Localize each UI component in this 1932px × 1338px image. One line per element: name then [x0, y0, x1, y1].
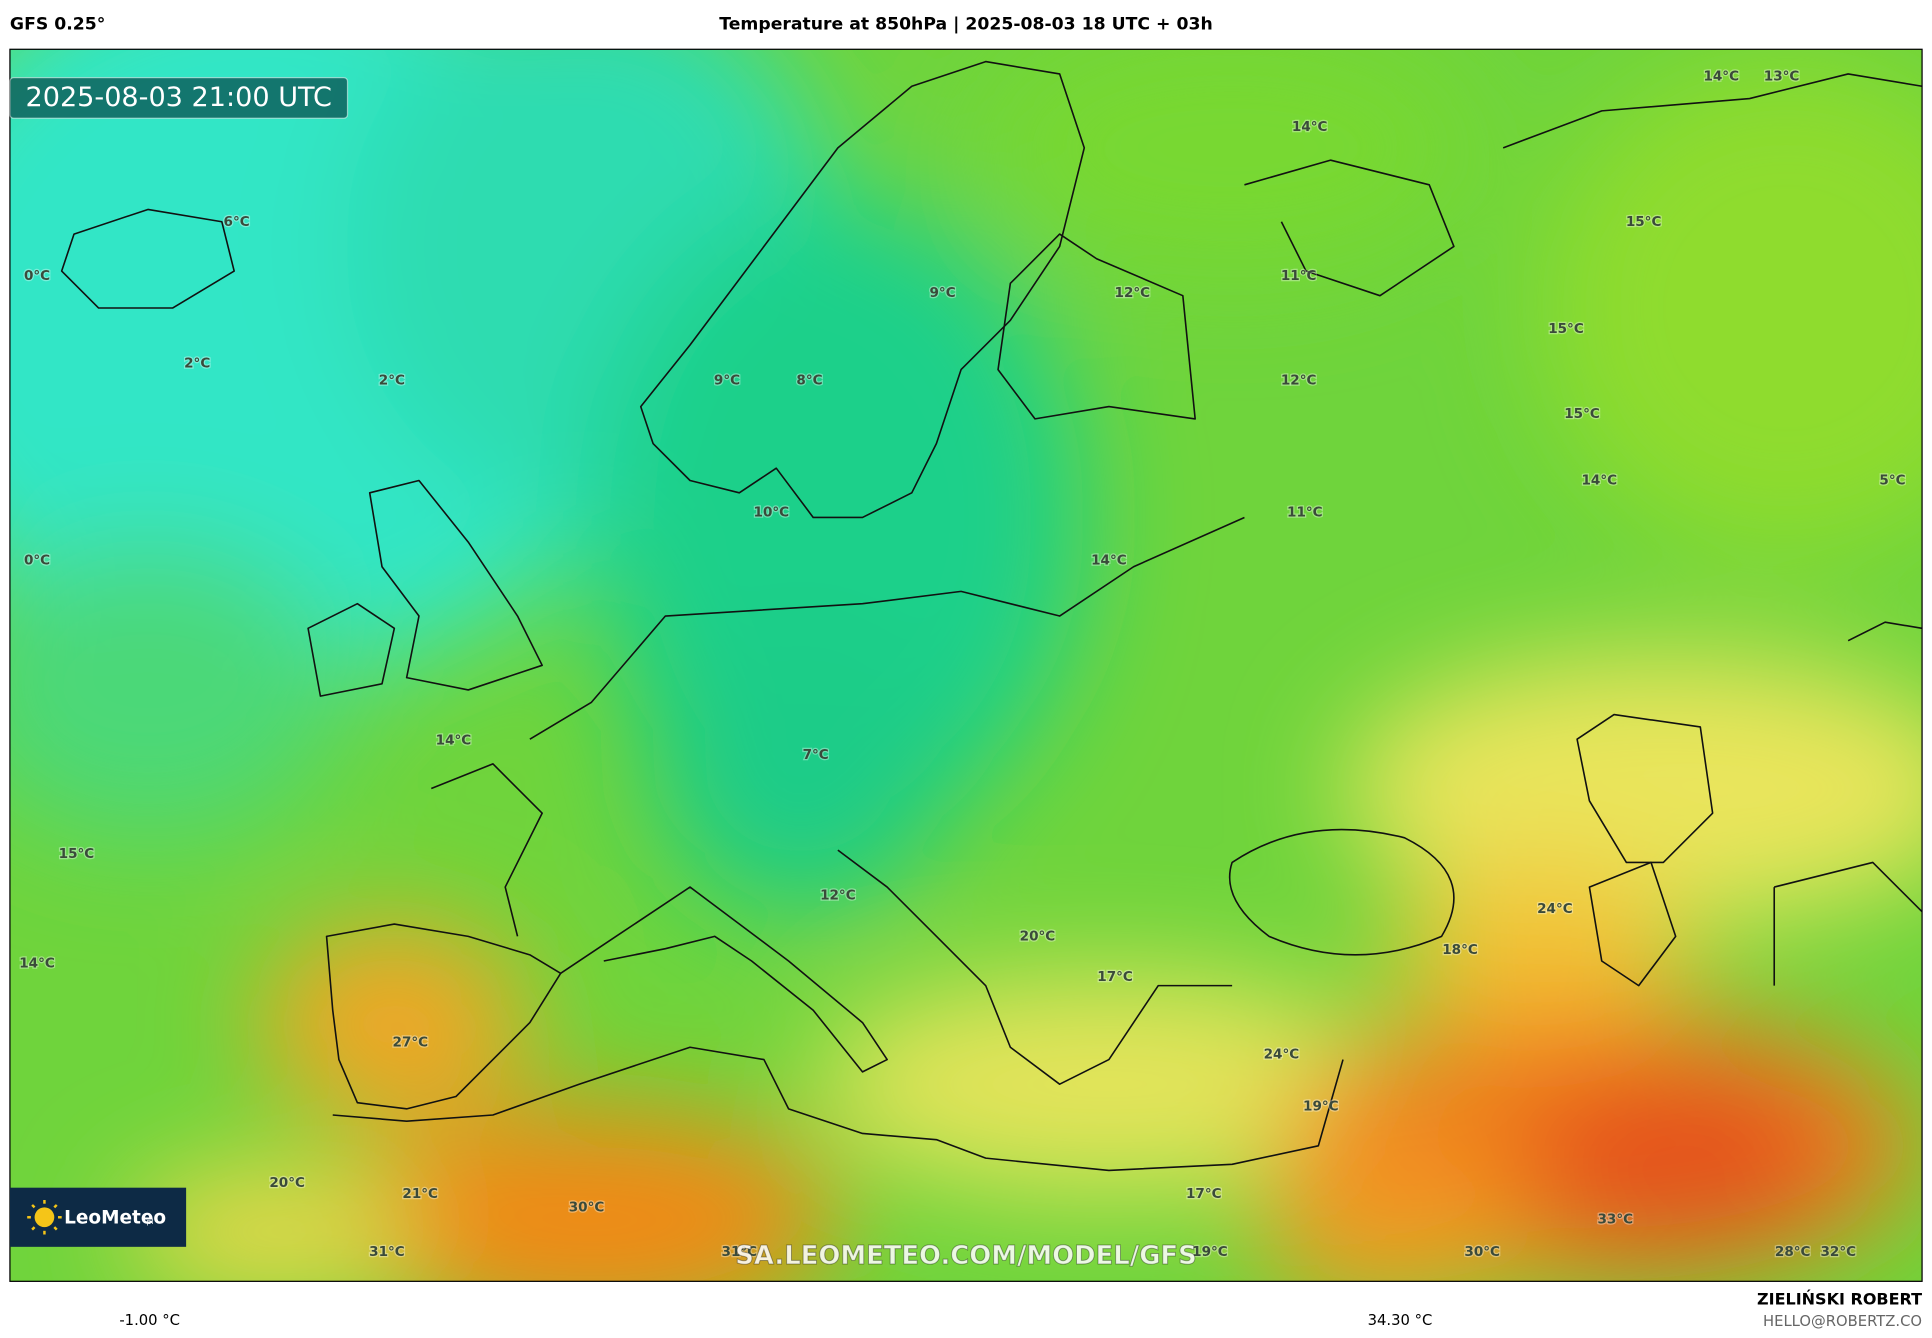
- temperature-label: 14°C: [1703, 68, 1739, 84]
- temperature-label: 2°C: [184, 355, 210, 371]
- temperature-label: 15°C: [1548, 321, 1584, 337]
- temperature-label: 11°C: [1281, 268, 1317, 284]
- temperature-label: 19°C: [1192, 1244, 1228, 1260]
- temperature-label: 9°C: [714, 373, 740, 389]
- logo-rays: [27, 1200, 62, 1235]
- temperature-label: 17°C: [1097, 969, 1133, 985]
- temperature-label: 32°C: [1820, 1244, 1856, 1260]
- temperature-label: 31°C: [369, 1244, 405, 1260]
- timestamp-box: [9, 77, 349, 119]
- logo-sun: [34, 1207, 55, 1228]
- temperature-label: 6°C: [224, 214, 250, 230]
- temperature-label: 30°C: [569, 1199, 605, 1215]
- temperature-label: 0°C: [24, 553, 50, 569]
- temperature-label: 24°C: [1264, 1047, 1300, 1063]
- temperature-label: 17°C: [1186, 1186, 1222, 1202]
- timestamp: 2025-08-03 21:00 UTC: [25, 82, 331, 113]
- temperature-label: 13°C: [1764, 68, 1800, 84]
- temperature-label: 20°C: [1020, 928, 1056, 944]
- author-email: HELLO@ROBERTZ.CO: [1763, 1313, 1922, 1330]
- temperature-label: 15°C: [1564, 406, 1600, 422]
- temperature-label: 11°C: [1287, 505, 1323, 521]
- temperature-label: 7°C: [803, 747, 829, 763]
- temperature-label: 21°C: [402, 1186, 438, 1202]
- temperature-label: 27°C: [393, 1034, 429, 1050]
- temperature-label: 14°C: [1091, 553, 1127, 569]
- temperature-label: 9°C: [930, 285, 956, 301]
- map-title: Temperature at 850hPa | 2025-08-03 18 UT…: [719, 15, 1213, 35]
- temperature-label: 14°C: [1581, 472, 1617, 488]
- temperature-label: 19°C: [1303, 1098, 1339, 1114]
- model-name: GFS 0.25°: [10, 15, 105, 35]
- temperature-label: 31°C: [722, 1244, 758, 1260]
- temperature-label: 33°C: [1597, 1212, 1633, 1228]
- temperature-label: 28°C: [1775, 1244, 1811, 1260]
- colorbar-min: -1.00 °C: [119, 1312, 180, 1329]
- logo-name: LeoMeteo: [64, 1207, 166, 1228]
- temperature-label: 24°C: [1537, 901, 1573, 917]
- temperature-label: 0°C: [24, 268, 50, 284]
- colorbar-max: 34.30 °C: [1368, 1312, 1433, 1329]
- temperature-labels: 6°C 0°C 2°C 2°C 9°C 8°C 9°C 12°C 14°C 11°C 12°C 14°…: [18, 67, 1907, 1261]
- temperature-label: 14°C: [1292, 119, 1328, 135]
- temperature-label: 2°C: [379, 373, 405, 389]
- temperature-label: 12°C: [1281, 373, 1317, 389]
- temperature-label: 15°C: [59, 846, 95, 862]
- temperature-label: 14°C: [436, 732, 472, 748]
- temperature-label: 15°C: [1626, 214, 1662, 230]
- temperature-label: 8°C: [796, 373, 822, 389]
- temperature-label: 14°C: [19, 955, 55, 971]
- temperature-label: 12°C: [820, 888, 856, 904]
- temperature-label: 10°C: [754, 505, 790, 521]
- temperature-label: 12°C: [1115, 285, 1151, 301]
- temperature-label: 30°C: [1464, 1244, 1500, 1260]
- logo-suffix: pl: [147, 1217, 154, 1226]
- author-name: ZIELIŃSKI ROBERT: [1757, 1289, 1922, 1308]
- map-frame: [9, 48, 1923, 1282]
- temperature-label: 18°C: [1442, 942, 1478, 958]
- temperature-label: 5°C: [1879, 472, 1905, 488]
- watermark: SA.LEOMETEO.COM/MODEL/GFS: [735, 1241, 1196, 1271]
- temperature-label: 20°C: [269, 1175, 305, 1191]
